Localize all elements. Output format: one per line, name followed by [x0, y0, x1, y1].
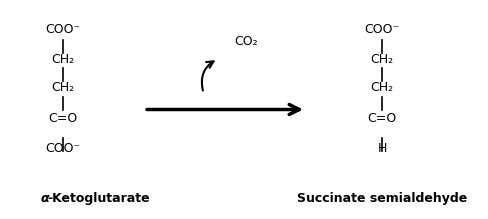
Text: COO⁻: COO⁻ — [365, 23, 400, 36]
Text: -Ketoglutarate: -Ketoglutarate — [47, 192, 150, 205]
Text: C=O: C=O — [367, 112, 397, 125]
Text: C=O: C=O — [49, 112, 78, 125]
Text: COO⁻: COO⁻ — [46, 142, 81, 155]
Text: CO₂: CO₂ — [235, 35, 258, 48]
Text: CH₂: CH₂ — [52, 81, 75, 94]
Text: α: α — [41, 192, 49, 205]
Text: CH₂: CH₂ — [52, 53, 75, 66]
Text: H: H — [377, 142, 386, 155]
Text: CH₂: CH₂ — [370, 53, 393, 66]
Text: Succinate semialdehyde: Succinate semialdehyde — [297, 192, 467, 205]
Text: CH₂: CH₂ — [370, 81, 393, 94]
Text: COO⁻: COO⁻ — [46, 23, 81, 36]
